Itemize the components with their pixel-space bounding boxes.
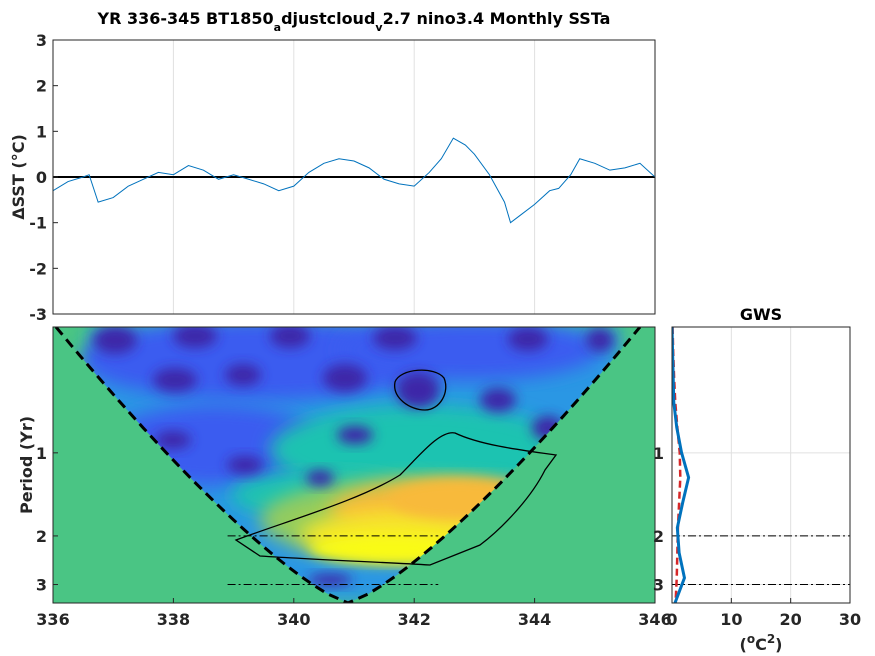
gws-panel: GWS 1 2 30 10 20 30 (oC2) <box>653 305 861 654</box>
gws-frame <box>671 326 851 604</box>
y-tick-label: 0 <box>36 168 47 187</box>
x-tick-label: 344 <box>518 610 551 629</box>
wavelet-frame <box>52 326 656 604</box>
y-tick-label: 1 <box>36 122 47 141</box>
gws-power-line <box>672 327 691 603</box>
y-tick-label: 3 <box>36 31 47 50</box>
wavelet-ylabel: Period (Yr) <box>17 416 36 514</box>
y-tick-label: 2 <box>653 527 664 546</box>
y-tick-label: 3 <box>36 576 47 595</box>
timeseries-panel: -3 -2 -1 0 1 2 3 ΔSST (°C) <box>9 31 656 324</box>
gws-xlabel: (oC2) <box>740 632 783 654</box>
gws-plot-area <box>672 327 850 603</box>
y-tick-label: 2 <box>36 77 47 96</box>
x-tick-label: 0 <box>666 610 677 629</box>
timeseries-ylabel: ΔSST (°C) <box>9 134 28 220</box>
y-tick-label: 1 <box>36 444 47 463</box>
timeseries-ticks: -3 -2 -1 0 1 2 3 <box>29 31 58 324</box>
y-tick-label: -3 <box>29 305 47 324</box>
reference-period-lines <box>227 535 439 586</box>
wavelet-panel: 336 338 340 342 344 346 1 2 3 Period (Yr) <box>17 326 672 629</box>
x-tick-label: 30 <box>839 610 861 629</box>
gws-title: GWS <box>740 305 782 324</box>
cone-of-influence-line <box>54 327 642 603</box>
significance-contour <box>394 369 447 411</box>
chart-title: YR 336-345 BT1850adjustcloudv2.7 nino3.4… <box>97 9 611 34</box>
y-tick-label: 2 <box>36 527 47 546</box>
y-tick-label: 1 <box>653 444 664 463</box>
gws-ticks: 1 2 30 10 20 30 <box>653 444 861 629</box>
x-tick-label: 346 <box>638 610 671 629</box>
sst-anomaly-series-line <box>53 137 655 224</box>
x-tick-label: 342 <box>397 610 430 629</box>
cone-of-influence-mask <box>53 327 655 603</box>
x-tick-label: 20 <box>780 610 802 629</box>
x-tick-label: 340 <box>277 610 310 629</box>
significance-contour <box>234 432 558 566</box>
y-tick-label: -1 <box>29 214 47 233</box>
y-tick-label: -2 <box>29 259 47 278</box>
gws-reference-lines <box>672 535 850 586</box>
wavelet-ticks: 336 338 340 342 344 346 1 2 3 <box>36 444 672 629</box>
x-tick-label: 338 <box>157 610 190 629</box>
x-tick-label: 10 <box>720 610 742 629</box>
y-tick-label: 3 <box>653 576 664 595</box>
x-tick-label: 336 <box>36 610 69 629</box>
